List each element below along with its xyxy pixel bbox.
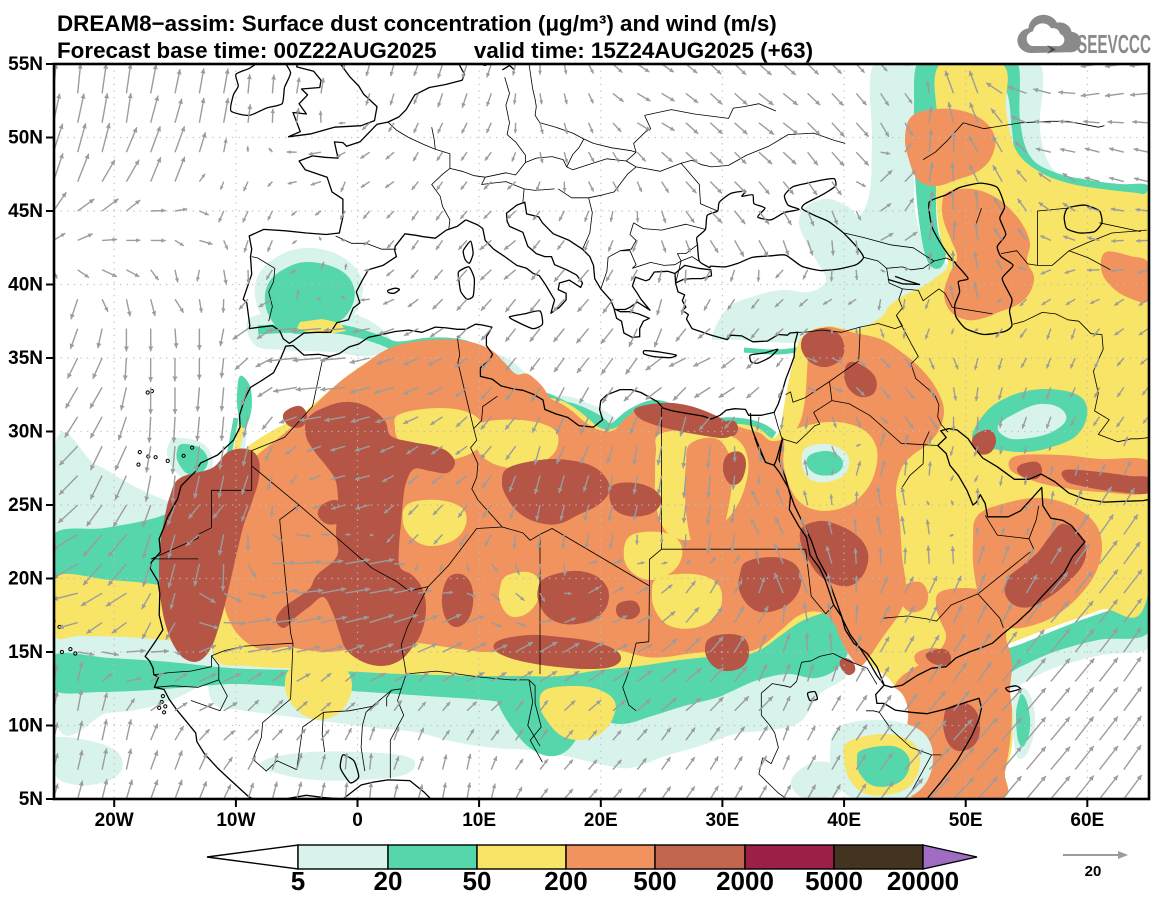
svg-text:35N: 35N [8,348,43,369]
svg-text:SEEVCCC: SEEVCCC [1077,31,1151,59]
svg-text:20W: 20W [95,810,134,831]
svg-text:30N: 30N [8,422,43,443]
svg-text:10W: 10W [216,810,255,831]
svg-text:2000: 2000 [716,866,774,896]
svg-text:50E: 50E [949,810,983,831]
svg-text:40E: 40E [827,810,861,831]
svg-text:45N: 45N [8,201,43,222]
svg-text:20E: 20E [584,810,618,831]
svg-text:20N: 20N [8,569,43,590]
svg-text:200: 200 [544,866,587,896]
svg-text:30E: 30E [705,810,739,831]
svg-text:60E: 60E [1070,810,1104,831]
svg-text:50N: 50N [8,128,43,149]
svg-text:5N: 5N [19,789,43,810]
svg-text:500: 500 [633,866,676,896]
svg-text:20: 20 [1085,863,1102,880]
svg-text:40N: 40N [8,275,43,296]
svg-text:DREAM8−assim: Surface dust con: DREAM8−assim: Surface dust concentration… [57,11,777,36]
svg-text:0: 0 [352,810,363,831]
svg-text:55N: 55N [8,54,43,75]
svg-text:10N: 10N [8,716,43,737]
svg-text:5000: 5000 [805,866,863,896]
svg-text:5: 5 [291,866,305,896]
svg-text:25N: 25N [8,495,43,516]
svg-text:15N: 15N [8,642,43,663]
svg-text:20: 20 [374,866,403,896]
svg-text:20000: 20000 [887,866,959,896]
svg-text:50: 50 [463,866,492,896]
svg-text:10E: 10E [462,810,496,831]
svg-text:Forecast base time: 00Z22AUG20: Forecast base time: 00Z22AUG2025 valid t… [57,38,813,63]
